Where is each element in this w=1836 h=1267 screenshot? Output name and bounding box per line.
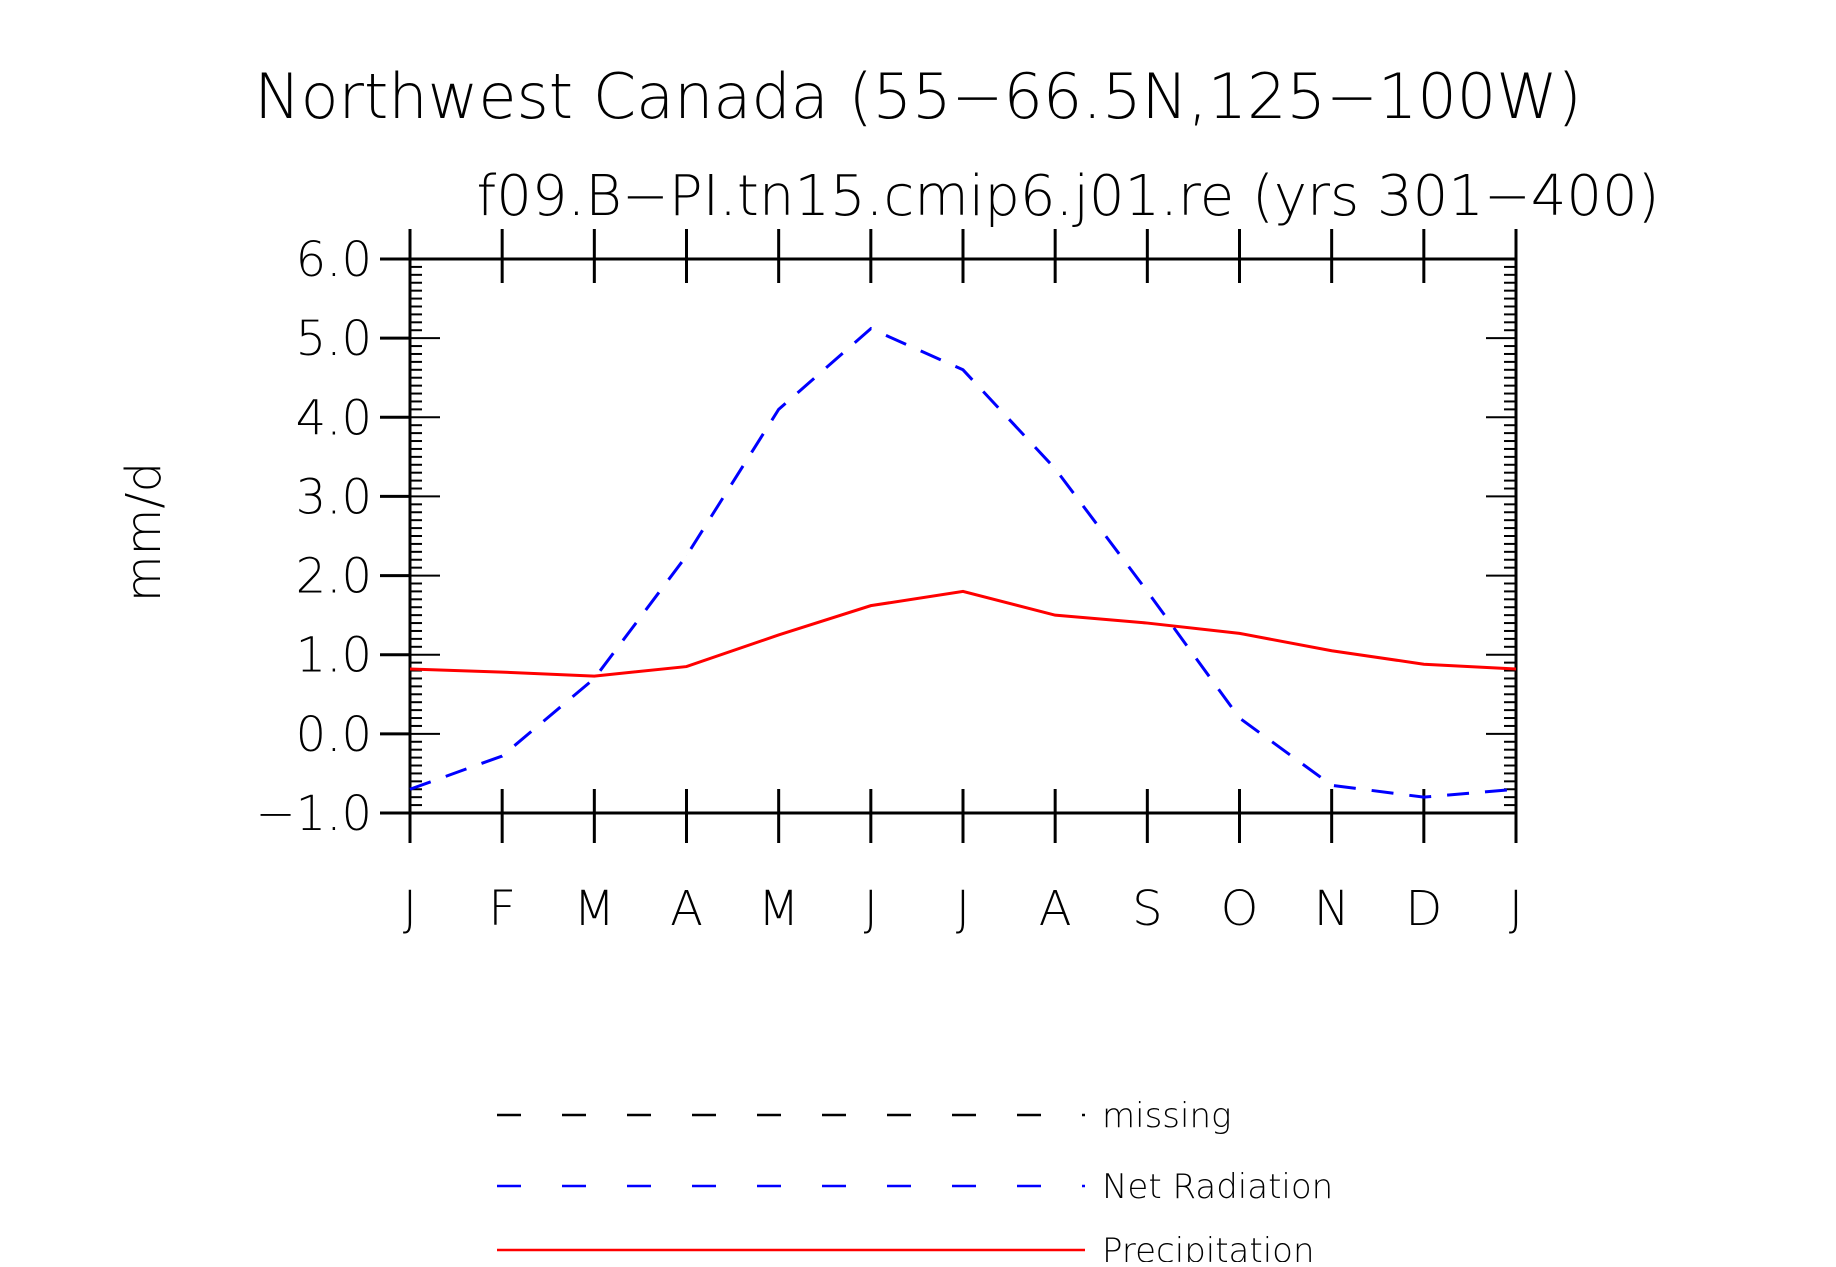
x-tick-label: F	[488, 881, 516, 937]
x-tick-label: J	[956, 881, 970, 937]
x-tick-label: J	[403, 881, 417, 937]
x-tick-label: D	[1405, 881, 1442, 937]
plot-frame	[410, 259, 1516, 813]
x-tick-label: O	[1221, 881, 1259, 937]
y-tick-label: 5.0	[296, 311, 372, 367]
legend: missing Net Radiation Precipitation	[497, 1096, 1333, 1262]
x-tick-label: S	[1132, 881, 1162, 937]
x-tick-label: M	[758, 881, 799, 937]
legend-label-precipitation: Precipitation	[1102, 1231, 1315, 1262]
chart-subtitle: f09.B−PI.tn15.cmip6.j01.re (yrs 301−400)	[476, 164, 1659, 229]
y-tick-label: 2.0	[296, 549, 372, 605]
legend-label-net-radiation: Net Radiation	[1102, 1167, 1333, 1207]
y-axis-label: mm/d	[116, 462, 172, 602]
y-tick-label: 0.0	[296, 707, 372, 763]
x-tick-label: A	[1039, 881, 1072, 937]
x-tick-label: J	[864, 881, 878, 937]
chart-title: Northwest Canada (55−66.5N,125−100W)	[254, 60, 1582, 133]
y-tick-label: −1.0	[255, 786, 372, 842]
y-tick-label: 6.0	[296, 232, 372, 288]
series-line-net-radiation	[410, 329, 1516, 798]
x-tick-label: M	[574, 881, 615, 937]
x-tick-label: A	[670, 881, 703, 937]
y-tick-label: 3.0	[296, 469, 372, 525]
series-line-precipitation	[410, 591, 1516, 676]
legend-label-missing: missing	[1102, 1096, 1231, 1136]
x-tick-label: N	[1314, 881, 1350, 937]
y-tick-label: 4.0	[296, 390, 372, 446]
x-tick-label: J	[1509, 881, 1523, 937]
y-tick-label: 1.0	[296, 628, 372, 684]
